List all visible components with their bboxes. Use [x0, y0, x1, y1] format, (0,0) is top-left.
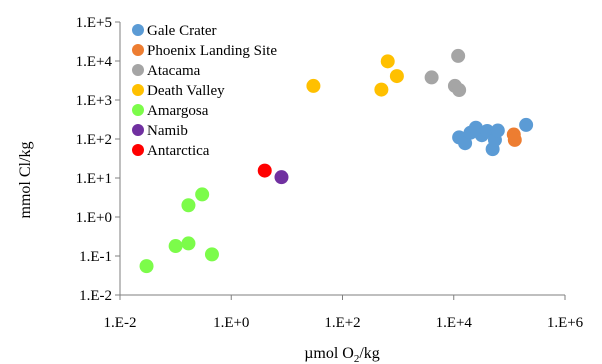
legend-label-namib: Namib — [147, 123, 188, 139]
data-point-gale-crater — [490, 123, 505, 138]
data-point-amargosa — [168, 239, 183, 254]
legend-label-phoenix-landing-site: Phoenix Landing Site — [147, 43, 277, 59]
series-death-valley — [306, 54, 404, 97]
y-tick-label: 1.E+3 — [76, 93, 112, 109]
series-phoenix-landing-site — [506, 127, 522, 147]
data-point-gale-crater — [458, 136, 473, 151]
x-axis-title-subscript: 2 — [354, 353, 360, 364]
y-tick-label: 1.E+5 — [76, 15, 112, 31]
data-point-amargosa — [204, 247, 219, 262]
data-point-atacama — [452, 83, 467, 98]
y-tick-label: 1.E+4 — [76, 54, 113, 70]
legend: Gale Crater Phoenix Landing Site Atacama De… — [132, 23, 277, 159]
legend-marker-antarctica — [132, 144, 144, 156]
data-point-death-valley — [380, 54, 395, 69]
legend-label-atacama: Atacama — [147, 63, 201, 79]
data-point-death-valley — [374, 82, 389, 97]
legend-marker-atacama — [132, 64, 144, 76]
legend-marker-gale-crater — [132, 24, 144, 36]
x-tick-label: 1.E+4 — [436, 315, 473, 331]
series-amargosa — [139, 187, 219, 274]
data-point-amargosa — [139, 259, 154, 274]
data-point-atacama — [451, 48, 466, 63]
data-point-namib — [274, 170, 289, 185]
data-point-gale-crater — [519, 117, 534, 132]
y-tick-label: 1.E-1 — [79, 249, 112, 265]
data-point-phoenix-landing-site — [507, 132, 522, 147]
data-point-death-valley — [306, 78, 321, 93]
series-namib — [274, 170, 289, 185]
data-point-amargosa — [181, 198, 196, 213]
legend-label-gale-crater: Gale Crater — [147, 23, 217, 39]
y-tick-label: 1.E+0 — [76, 210, 112, 226]
series-gale-crater — [452, 117, 534, 157]
data-point-antarctica — [257, 163, 272, 178]
x-axis-title-tail: /kg — [359, 345, 379, 362]
y-axis-title: mmol Cl/kg — [17, 142, 34, 219]
x-tick-label: 1.E+6 — [547, 315, 584, 331]
x-axis-title: µmol O2/kg — [304, 345, 380, 364]
legend-label-amargosa: Amargosa — [147, 103, 209, 119]
series-atacama — [424, 48, 467, 98]
x-axis-title-main: µmol O — [304, 345, 354, 362]
axes: 1.E-2 1.E-1 1.E+0 1.E+1 1.E+2 1.E+3 1.E+4 1.E+5… — [76, 15, 584, 331]
x-tick-label: 1.E+0 — [213, 315, 249, 331]
legend-marker-death-valley — [132, 84, 144, 96]
data-point-atacama — [424, 70, 439, 85]
x-tick-label: 1.E-2 — [104, 315, 137, 331]
series-antarctica — [257, 163, 272, 178]
data-point-amargosa — [181, 236, 196, 251]
legend-marker-phoenix-landing-site — [132, 44, 144, 56]
data-point-amargosa — [195, 187, 210, 202]
legend-marker-namib — [132, 124, 144, 136]
x-tick-label: 1.E+2 — [324, 315, 360, 331]
y-tick-label: 1.E+1 — [76, 171, 112, 187]
y-tick-label: 1.E-2 — [79, 288, 112, 304]
legend-label-death-valley: Death Valley — [147, 83, 225, 99]
legend-marker-amargosa — [132, 104, 144, 116]
data-point-death-valley — [389, 69, 404, 84]
legend-label-antarctica: Antarctica — [147, 143, 210, 159]
data-points — [139, 48, 534, 274]
y-tick-label: 1.E+2 — [76, 132, 112, 148]
